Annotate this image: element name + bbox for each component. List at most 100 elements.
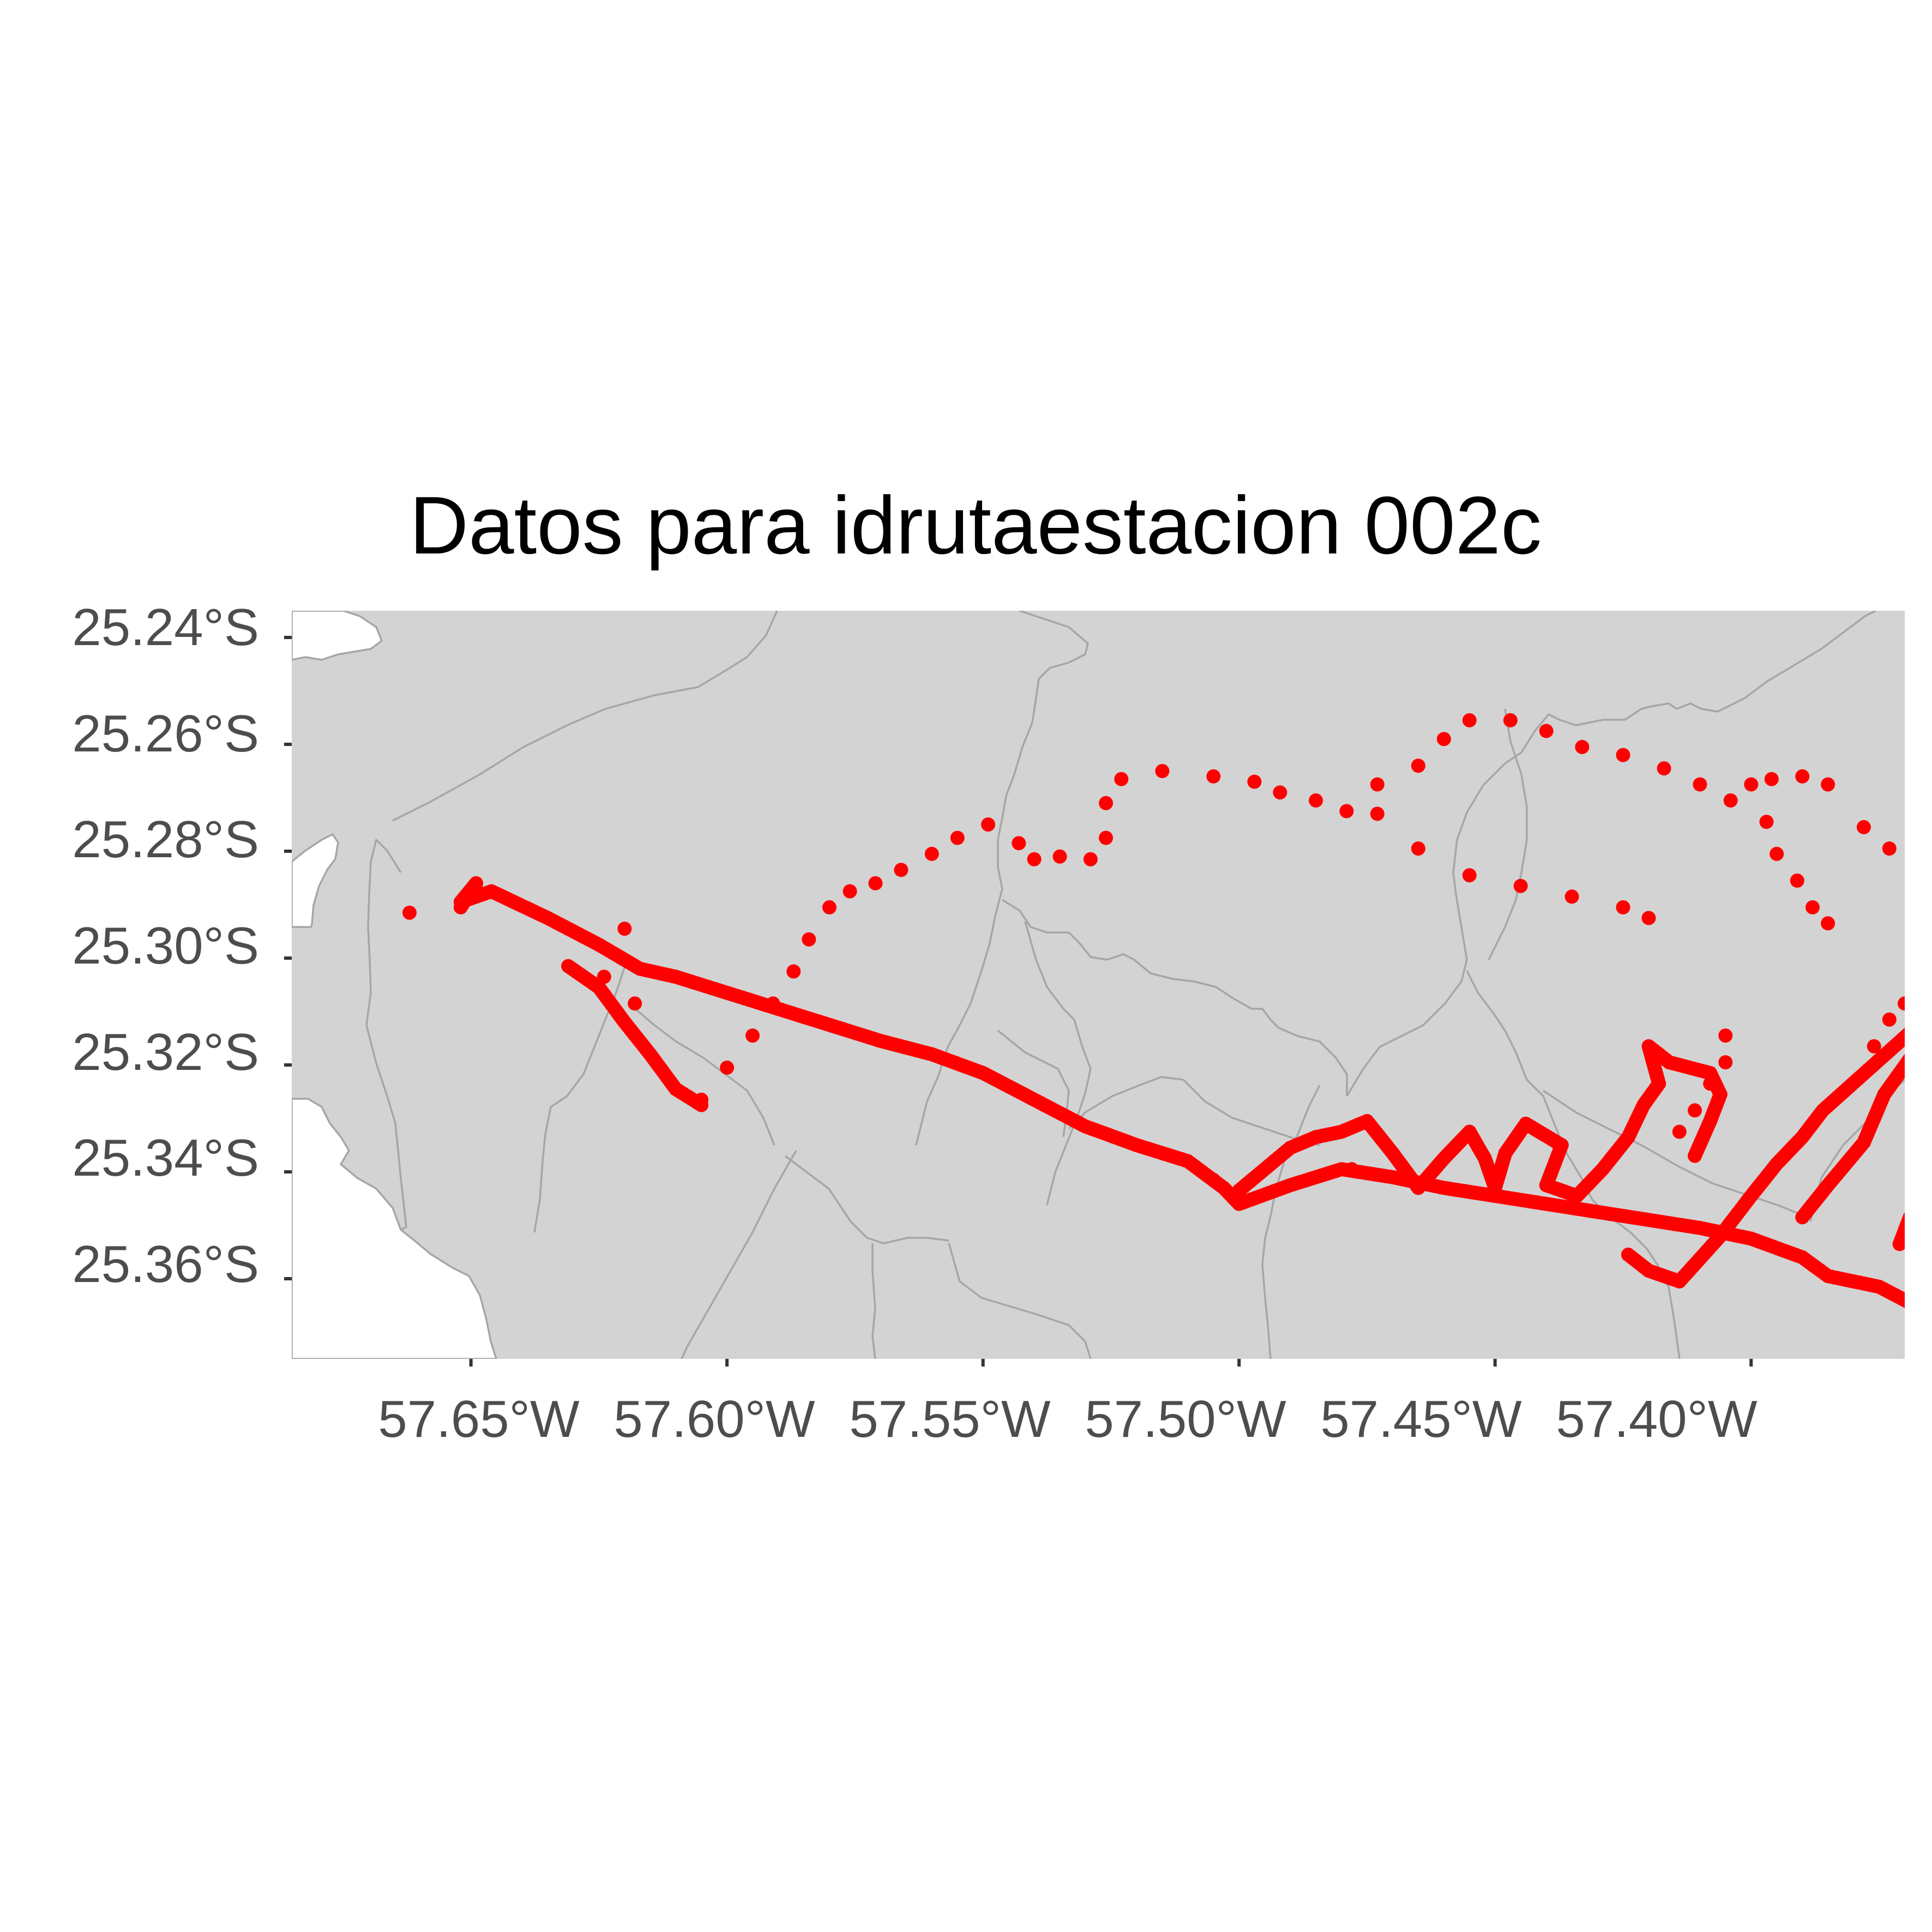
gps-point (1856, 820, 1871, 834)
gps-point (1903, 1298, 1905, 1308)
boundary-line (634, 1008, 775, 1146)
gps-point (1902, 1054, 1905, 1064)
y-tick-label: 25.36°S (72, 1235, 259, 1293)
gps-point (786, 964, 801, 979)
gps-point (1099, 830, 1114, 845)
river-coast (292, 833, 339, 928)
gps-point (617, 922, 632, 936)
gps-point (842, 884, 857, 899)
gps-point (1790, 873, 1804, 888)
gps-point (1513, 878, 1528, 893)
gps-point (1723, 793, 1738, 808)
basemap (292, 611, 1905, 1359)
gps-point (1616, 900, 1630, 914)
river-coast (292, 611, 383, 661)
gps-point (1744, 777, 1759, 792)
x-axis: 57.65°W 57.60°W 57.55°W 57.50°W 57.45°W … (378, 1390, 1758, 1448)
gps-point (1795, 769, 1810, 784)
y-tick-label: 25.34°S (72, 1129, 259, 1187)
chart-title: Datos para idrutaestacion 002c (410, 479, 1542, 571)
gps-point (1083, 852, 1098, 866)
gps-point (1764, 772, 1779, 786)
gps-point (720, 1060, 735, 1075)
gps-point (1564, 889, 1579, 904)
gps-point (1821, 777, 1835, 792)
gps-point (924, 846, 939, 861)
gps-point (1688, 1103, 1702, 1118)
x-tick-label: 57.65°W (378, 1390, 580, 1448)
gps-point (1309, 793, 1323, 808)
gps-point (745, 1028, 760, 1043)
gps-point (1411, 841, 1425, 856)
gps-point (1099, 796, 1114, 810)
tick-marks (284, 636, 1753, 1367)
boundary-line (1488, 708, 1528, 960)
y-tick-label: 25.30°S (72, 917, 259, 975)
y-axis: 25.24°S 25.26°S 25.28°S 25.30°S 25.32°S … (72, 598, 259, 1293)
gps-point (1882, 1012, 1897, 1027)
gps-point (1898, 996, 1905, 1011)
gps-point (868, 876, 883, 890)
gps-point (1539, 724, 1554, 738)
gps-point (1206, 769, 1221, 784)
gps-point (1344, 1162, 1359, 1177)
boundary-line (1068, 1076, 1184, 1130)
boundary-line (948, 1243, 1092, 1359)
y-tick-label: 25.24°S (72, 598, 259, 657)
gps-point (1693, 777, 1707, 792)
x-tick-label: 57.50°W (1085, 1390, 1286, 1448)
gps-point (1462, 713, 1477, 727)
gps-point (1273, 785, 1287, 800)
gps-point (1436, 732, 1451, 747)
gps-point (1904, 1028, 1905, 1034)
gps-point (1904, 1054, 1905, 1060)
river-shoreline (365, 839, 407, 1231)
gps-point (1232, 1183, 1247, 1198)
boundary-line (915, 611, 1089, 1146)
gps-point (1867, 1039, 1881, 1054)
x-tick-label: 57.40°W (1556, 1390, 1758, 1448)
gps-point (1805, 900, 1820, 914)
gps-point (1718, 1028, 1733, 1043)
gps-point (1821, 916, 1835, 931)
gps-point (950, 830, 965, 845)
y-tick-label: 25.26°S (72, 705, 259, 763)
boundary-line (1261, 1085, 1321, 1359)
map-panel (292, 611, 1905, 1359)
gps-point (1052, 849, 1067, 864)
gps-point (1718, 1055, 1733, 1070)
gps-point (1206, 1172, 1221, 1187)
gps-point (802, 932, 816, 947)
boundary-line (1024, 921, 1092, 1206)
gps-point (1672, 1124, 1687, 1139)
gps-point (1616, 748, 1630, 762)
boundary-line (1543, 1090, 1805, 1217)
y-tick-label: 25.32°S (72, 1023, 259, 1081)
gps-point (1114, 772, 1129, 786)
gps-point (981, 817, 996, 832)
gps-point (628, 996, 642, 1011)
y-tick-label: 25.28°S (72, 810, 259, 869)
boundary-line (392, 611, 778, 822)
gps-point (766, 996, 780, 1011)
gps-point (1411, 759, 1425, 773)
gps-point (822, 900, 836, 914)
boundary-line (784, 1155, 949, 1244)
boundary-line (871, 1243, 876, 1359)
boundary-line (1002, 899, 1348, 1096)
gps-point (1155, 764, 1170, 778)
boundary-line (681, 1150, 797, 1359)
gps-point (1703, 1076, 1718, 1091)
gps-point (1901, 1027, 1905, 1039)
gps-point (1575, 739, 1590, 754)
gps-point (1027, 852, 1042, 866)
gps-point (1247, 774, 1262, 789)
track-points (402, 713, 1905, 1308)
gps-point (402, 905, 417, 920)
gps-point (694, 1092, 709, 1107)
gps-point (1770, 846, 1784, 861)
boundary-line (1346, 611, 1876, 1097)
gps-point (1503, 713, 1518, 727)
gps-point (1759, 815, 1774, 829)
